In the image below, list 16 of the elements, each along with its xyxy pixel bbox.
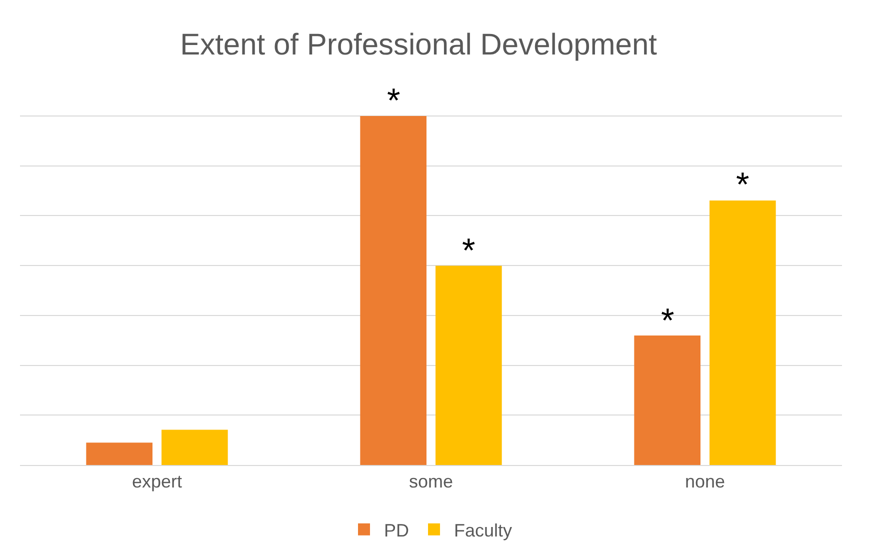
legend-label: Faculty (454, 520, 512, 540)
bar (86, 442, 152, 465)
annotation: * (736, 166, 750, 204)
chart-title: Extent of Professional Development (180, 28, 658, 62)
x-tick-label: none (684, 472, 726, 492)
bar (710, 200, 776, 465)
bar (634, 336, 700, 465)
bar (162, 430, 228, 465)
annotation: * (462, 232, 476, 270)
bar (436, 266, 502, 465)
x-tick-label: some (408, 472, 454, 492)
annotation: * (387, 82, 400, 120)
legend-label: PD (384, 520, 410, 540)
bar (360, 116, 426, 465)
annotation: * (661, 302, 674, 340)
x-tick-label: expert (132, 472, 182, 492)
